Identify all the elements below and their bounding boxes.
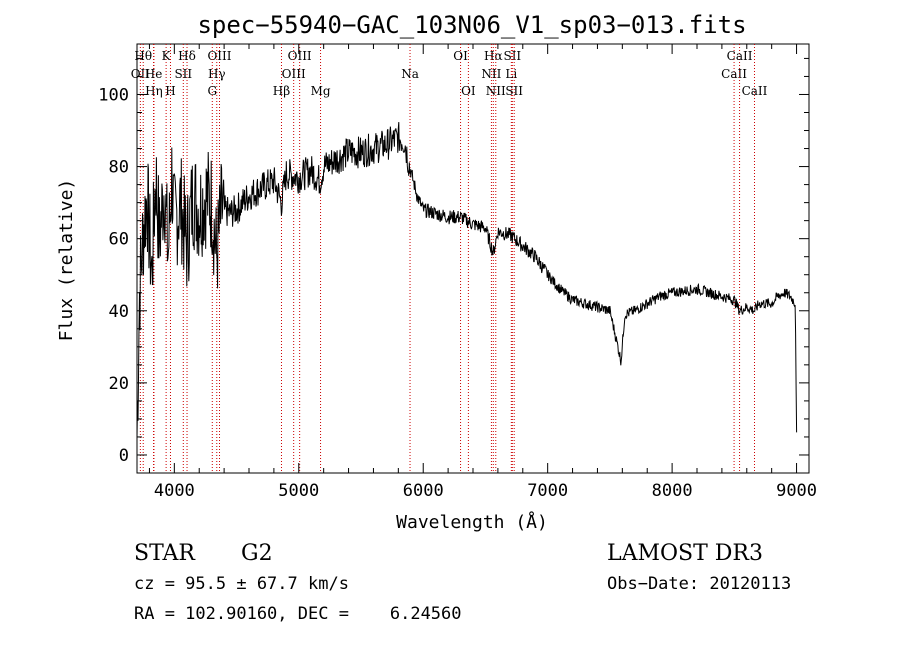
y-tick-label: 20: [109, 374, 129, 394]
line-label: OII: [131, 67, 151, 81]
line-label: CaII: [742, 84, 768, 98]
coordinates-text: RA = 102.90160, DEC = 6.24560: [134, 604, 462, 624]
line-label: Hγ: [208, 67, 226, 81]
line-label: NII: [481, 67, 501, 81]
y-tick-label: 0: [119, 446, 129, 466]
line-label: CaII: [721, 67, 747, 81]
y-tick-label: 60: [109, 230, 129, 250]
chart-title: spec−55940−GAC_103N06_V1_sp03−013.fits: [197, 11, 746, 39]
line-label: G: [207, 84, 217, 98]
x-tick-label: 6000: [403, 481, 444, 501]
x-tick-label: 8000: [652, 481, 693, 501]
x-tick-label: 7000: [527, 481, 568, 501]
x-tick-label: 4000: [154, 481, 195, 501]
line-label: Hθ: [134, 49, 152, 63]
line-label: SII: [505, 84, 523, 98]
line-label: Hδ: [178, 49, 196, 63]
survey-name: LAMOST DR3: [607, 541, 763, 566]
line-label: OI: [461, 84, 476, 98]
line-label: Hβ: [273, 84, 290, 98]
line-label: OIII: [282, 67, 306, 81]
y-tick-label: 40: [109, 302, 129, 322]
x-tick-label: 9000: [776, 481, 817, 501]
y-axis-label: Flux (relative): [56, 179, 77, 342]
line-label: CaII: [727, 49, 753, 63]
object-subclass: G2: [241, 541, 273, 566]
spectrum-line: [136, 122, 798, 439]
x-tick-label: 5000: [278, 481, 319, 501]
line-label: SII: [174, 67, 192, 81]
line-label: Na: [401, 67, 419, 81]
velocity-text: cz = 95.5 ± 67.7 km/s: [134, 574, 349, 594]
plot-frame: [136, 43, 810, 474]
line-label: OIII: [288, 49, 312, 63]
line-label: Hα: [484, 49, 503, 63]
spectral-line-markers: OII Hθ Hη He K H Hδ SII OIII Hγ G Hβ OIII OIII Mg Na OI O…: [131, 44, 768, 473]
line-label: H: [165, 84, 175, 98]
line-label: SII: [503, 49, 521, 63]
x-axis-label: Wavelength (Å): [396, 511, 548, 533]
line-label: OIII: [207, 49, 231, 63]
object-class: STAR: [134, 541, 196, 566]
line-label: OI: [453, 49, 468, 63]
line-label: Hη: [145, 84, 163, 98]
line-label: NII: [486, 84, 506, 98]
line-label: K: [162, 49, 172, 63]
axis-ticks: 4000 5000 6000 7000 8000 9000 0 20 40 60 80 100: [98, 44, 817, 501]
y-tick-label: 80: [109, 158, 129, 178]
line-label: Li: [505, 67, 517, 81]
line-label: Mg: [311, 84, 331, 98]
y-tick-label: 100: [98, 85, 129, 105]
obs-date: Obs−Date: 20120113: [607, 574, 791, 594]
line-label: He: [145, 67, 163, 81]
